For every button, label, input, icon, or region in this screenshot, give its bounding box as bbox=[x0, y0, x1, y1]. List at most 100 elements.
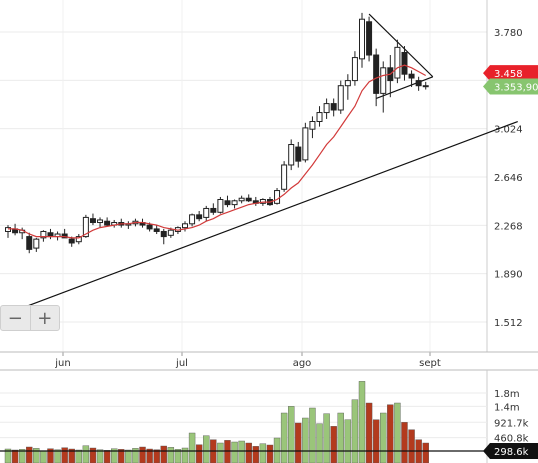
volume-bar bbox=[118, 449, 125, 463]
trendlines bbox=[7, 13, 518, 314]
volume-bar bbox=[408, 429, 415, 463]
volume-tick-label: 460.8k bbox=[494, 434, 529, 445]
volume-bar bbox=[4, 448, 12, 463]
candle bbox=[196, 214, 203, 220]
volume-bar bbox=[75, 449, 83, 463]
price-markers: 3.458 3.353,90 bbox=[483, 65, 538, 95]
zoom-out-button[interactable]: − bbox=[7, 307, 23, 329]
candle bbox=[366, 21, 373, 56]
volume-bar bbox=[316, 423, 323, 463]
zoom-control: − + bbox=[0, 305, 60, 331]
candle bbox=[309, 121, 316, 130]
volume-bar bbox=[344, 419, 352, 463]
volume-tick-label: 1.8m bbox=[494, 389, 520, 400]
volume-bar bbox=[401, 422, 408, 463]
candle bbox=[359, 18, 365, 60]
volume-bar bbox=[252, 446, 260, 463]
candle bbox=[203, 207, 210, 218]
volume-bar bbox=[245, 442, 252, 463]
candle bbox=[344, 80, 351, 87]
candle bbox=[160, 230, 167, 238]
volume-bar bbox=[295, 422, 302, 463]
volume-bar bbox=[61, 447, 68, 463]
candle bbox=[68, 238, 75, 244]
candle bbox=[75, 236, 82, 243]
candle bbox=[245, 197, 252, 202]
candle bbox=[33, 238, 40, 249]
volume-bar bbox=[188, 432, 196, 463]
x-tick-label: ago bbox=[293, 358, 312, 369]
candle bbox=[217, 199, 224, 213]
volume-bar bbox=[351, 399, 359, 463]
x-axis-labels: jun jul ago sept bbox=[54, 358, 441, 369]
candle bbox=[26, 236, 33, 250]
candles bbox=[5, 12, 429, 254]
volume-bar bbox=[82, 445, 90, 463]
volume-bar bbox=[181, 447, 189, 463]
candle bbox=[259, 199, 266, 204]
candle bbox=[373, 54, 380, 94]
moving-average-line bbox=[8, 64, 426, 239]
y-tick-label: 3.780 bbox=[494, 28, 523, 39]
y-tick-label: 3.024 bbox=[494, 125, 523, 136]
candle bbox=[302, 127, 309, 161]
volume-bar bbox=[54, 449, 61, 463]
y-tick-label: 1.890 bbox=[494, 270, 523, 281]
candle bbox=[167, 229, 174, 236]
candle bbox=[238, 197, 245, 202]
volume-bar bbox=[68, 448, 75, 463]
y-tick-label: 2.646 bbox=[494, 173, 523, 184]
candle bbox=[288, 144, 295, 166]
volume-marker-label: 298.6k bbox=[494, 447, 529, 458]
candle bbox=[224, 200, 231, 206]
candle bbox=[330, 103, 337, 111]
volume-bar bbox=[266, 444, 274, 463]
candle bbox=[351, 57, 358, 82]
volume-bar bbox=[288, 406, 295, 463]
volume-bar bbox=[309, 407, 316, 463]
candle bbox=[82, 216, 89, 238]
y-tick-label: 1.512 bbox=[494, 318, 523, 329]
candle bbox=[274, 190, 281, 204]
volume-bar bbox=[18, 449, 26, 463]
volume-bar bbox=[203, 435, 210, 463]
candle bbox=[61, 233, 68, 239]
volume-bar bbox=[280, 412, 288, 463]
volume-bar bbox=[259, 443, 267, 463]
price-marker-label: 3.458 bbox=[494, 69, 523, 80]
volume-bar bbox=[11, 449, 19, 463]
volume-bar bbox=[33, 448, 40, 463]
volume-bar bbox=[231, 441, 238, 463]
candle bbox=[337, 85, 344, 111]
candle bbox=[408, 73, 415, 79]
volume-bar bbox=[89, 447, 97, 463]
x-tick-label: jul bbox=[175, 358, 188, 369]
candle bbox=[189, 214, 196, 225]
volume-bar bbox=[103, 450, 111, 463]
volume-bar bbox=[195, 444, 203, 463]
volume-bar bbox=[96, 449, 104, 463]
volume-bar bbox=[337, 412, 344, 463]
candle bbox=[316, 112, 323, 123]
volume-bar bbox=[139, 446, 146, 463]
y-tick-label: 2.268 bbox=[494, 221, 523, 232]
candle bbox=[5, 227, 11, 232]
volume-bar bbox=[372, 419, 380, 463]
zoom-in-button[interactable]: + bbox=[29, 306, 60, 330]
volume-bar bbox=[153, 449, 160, 463]
candle bbox=[153, 228, 160, 232]
volume-bar bbox=[302, 417, 309, 463]
candle bbox=[281, 164, 288, 190]
x-tick-label: sept bbox=[419, 358, 441, 369]
x-tick-label: jun bbox=[54, 358, 70, 369]
volume-marker: 298.6k bbox=[0, 443, 538, 459]
volume-bar bbox=[387, 404, 394, 463]
candle bbox=[323, 103, 330, 114]
price-marker-badge bbox=[483, 78, 538, 95]
price-marker-badge bbox=[483, 65, 538, 82]
volume-marker-badge bbox=[483, 443, 538, 459]
trendline bbox=[375, 76, 434, 100]
candle bbox=[97, 219, 104, 224]
volume-bar bbox=[422, 442, 429, 463]
